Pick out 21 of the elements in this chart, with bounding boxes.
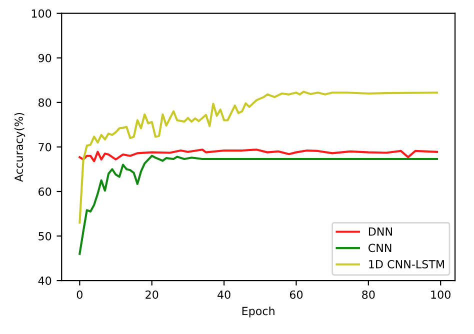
x-tick-label: 80 (362, 290, 375, 299)
y-tick-label: 70 (38, 142, 52, 152)
x-tick-label: 60 (290, 290, 303, 299)
y-tick-label: 40 (38, 276, 52, 285)
y-tick-label: 100 (32, 9, 52, 18)
y-tick-label: 80 (38, 98, 52, 107)
x-tick-label: 40 (218, 290, 230, 299)
legend-label: DNN (368, 228, 392, 236)
y-tick-label: 90 (38, 54, 52, 62)
line-series (78, 154, 438, 255)
line-series (78, 90, 438, 224)
legend-label: CNN (368, 244, 392, 252)
x-tick-label: 100 (431, 290, 450, 299)
line-series (78, 148, 438, 162)
x-axis-title: Epoch (242, 306, 274, 318)
legend-label: 1D CNN-LSTM (369, 260, 444, 268)
y-tick-label: 50 (38, 232, 52, 240)
x-tick-label: 20 (146, 290, 158, 299)
y-tick-label: 60 (38, 187, 52, 196)
x-tick-label: 0 (76, 290, 82, 299)
y-axis-title: Accuracy(%) (14, 112, 26, 182)
